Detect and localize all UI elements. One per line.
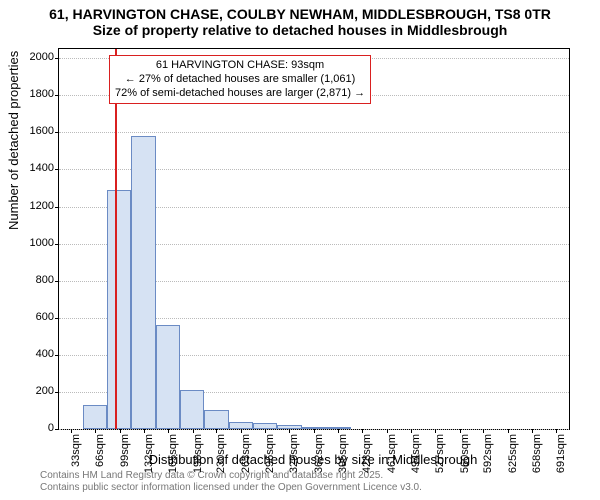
ytick-label: 1800 — [18, 88, 54, 100]
xtick-label: 428sqm — [361, 434, 373, 478]
footer-line2: Contains public sector information licen… — [40, 482, 422, 494]
histogram-bar — [156, 325, 180, 429]
xtick-label: 329sqm — [288, 434, 300, 478]
xtick-mark — [265, 429, 266, 433]
xtick-mark — [435, 429, 436, 433]
xtick-mark — [241, 429, 242, 433]
xtick-label: 691sqm — [555, 434, 567, 478]
xtick-label: 33sqm — [70, 434, 82, 478]
xtick-label: 66sqm — [94, 434, 106, 478]
xtick-mark — [314, 429, 315, 433]
xtick-label: 494sqm — [410, 434, 422, 478]
xtick-label: 198sqm — [192, 434, 204, 478]
xtick-mark — [362, 429, 363, 433]
xtick-label: 99sqm — [119, 434, 131, 478]
ytick-mark — [55, 132, 59, 133]
reference-line — [115, 49, 117, 429]
xtick-mark — [193, 429, 194, 433]
xtick-mark — [216, 429, 217, 433]
xtick-mark — [95, 429, 96, 433]
ytick-mark — [55, 58, 59, 59]
gridline — [59, 132, 569, 133]
ytick-label: 200 — [18, 385, 54, 397]
histogram-bar — [229, 422, 253, 429]
xtick-label: 165sqm — [167, 434, 179, 478]
ytick-mark — [55, 355, 59, 356]
xtick-mark — [411, 429, 412, 433]
xtick-label: 658sqm — [531, 434, 543, 478]
ytick-mark — [55, 95, 59, 96]
ytick-label: 0 — [18, 422, 54, 434]
ytick-mark — [55, 429, 59, 430]
ytick-mark — [55, 281, 59, 282]
xtick-label: 461sqm — [386, 434, 398, 478]
ytick-label: 1200 — [18, 200, 54, 212]
xtick-mark — [338, 429, 339, 433]
xtick-mark — [120, 429, 121, 433]
xtick-mark — [460, 429, 461, 433]
ytick-mark — [55, 244, 59, 245]
xtick-label: 395sqm — [337, 434, 349, 478]
ytick-label: 1400 — [18, 162, 54, 174]
ytick-label: 800 — [18, 274, 54, 286]
xtick-mark — [532, 429, 533, 433]
xtick-label: 263sqm — [240, 434, 252, 478]
histogram-bar — [204, 410, 228, 429]
xtick-mark — [168, 429, 169, 433]
xtick-mark — [556, 429, 557, 433]
ytick-label: 1600 — [18, 125, 54, 137]
xtick-label: 230sqm — [215, 434, 227, 478]
ytick-label: 600 — [18, 311, 54, 323]
xtick-mark — [387, 429, 388, 433]
chart-container: 61, HARVINGTON CHASE, COULBY NEWHAM, MID… — [0, 0, 600, 500]
histogram-bar — [107, 190, 131, 429]
xtick-label: 296sqm — [264, 434, 276, 478]
xtick-mark — [144, 429, 145, 433]
xtick-label: 527sqm — [434, 434, 446, 478]
annotation-box: 61 HARVINGTON CHASE: 93sqm ← 27% of deta… — [109, 55, 371, 104]
xtick-mark — [289, 429, 290, 433]
xtick-label: 362sqm — [313, 434, 325, 478]
ytick-label: 400 — [18, 348, 54, 360]
ytick-mark — [55, 318, 59, 319]
plot-area: 61 HARVINGTON CHASE: 93sqm ← 27% of deta… — [58, 48, 570, 430]
ytick-label: 2000 — [18, 51, 54, 63]
histogram-bar — [180, 390, 204, 429]
xtick-label: 592sqm — [482, 434, 494, 478]
annotation-line3: 72% of semi-detached houses are larger (… — [115, 87, 365, 101]
annotation-line2: ← 27% of detached houses are smaller (1,… — [115, 73, 365, 87]
chart-title-main: 61, HARVINGTON CHASE, COULBY NEWHAM, MID… — [0, 0, 600, 22]
xtick-label: 625sqm — [507, 434, 519, 478]
xtick-label: 560sqm — [459, 434, 471, 478]
xtick-mark — [71, 429, 72, 433]
ytick-mark — [55, 392, 59, 393]
histogram-bar — [83, 405, 107, 429]
histogram-bar — [131, 136, 155, 429]
ytick-label: 1000 — [18, 237, 54, 249]
xtick-mark — [483, 429, 484, 433]
ytick-mark — [55, 169, 59, 170]
annotation-line1: 61 HARVINGTON CHASE: 93sqm — [115, 59, 365, 73]
xtick-mark — [508, 429, 509, 433]
ytick-mark — [55, 207, 59, 208]
xtick-label: 132sqm — [143, 434, 155, 478]
chart-title-sub: Size of property relative to detached ho… — [0, 22, 600, 38]
